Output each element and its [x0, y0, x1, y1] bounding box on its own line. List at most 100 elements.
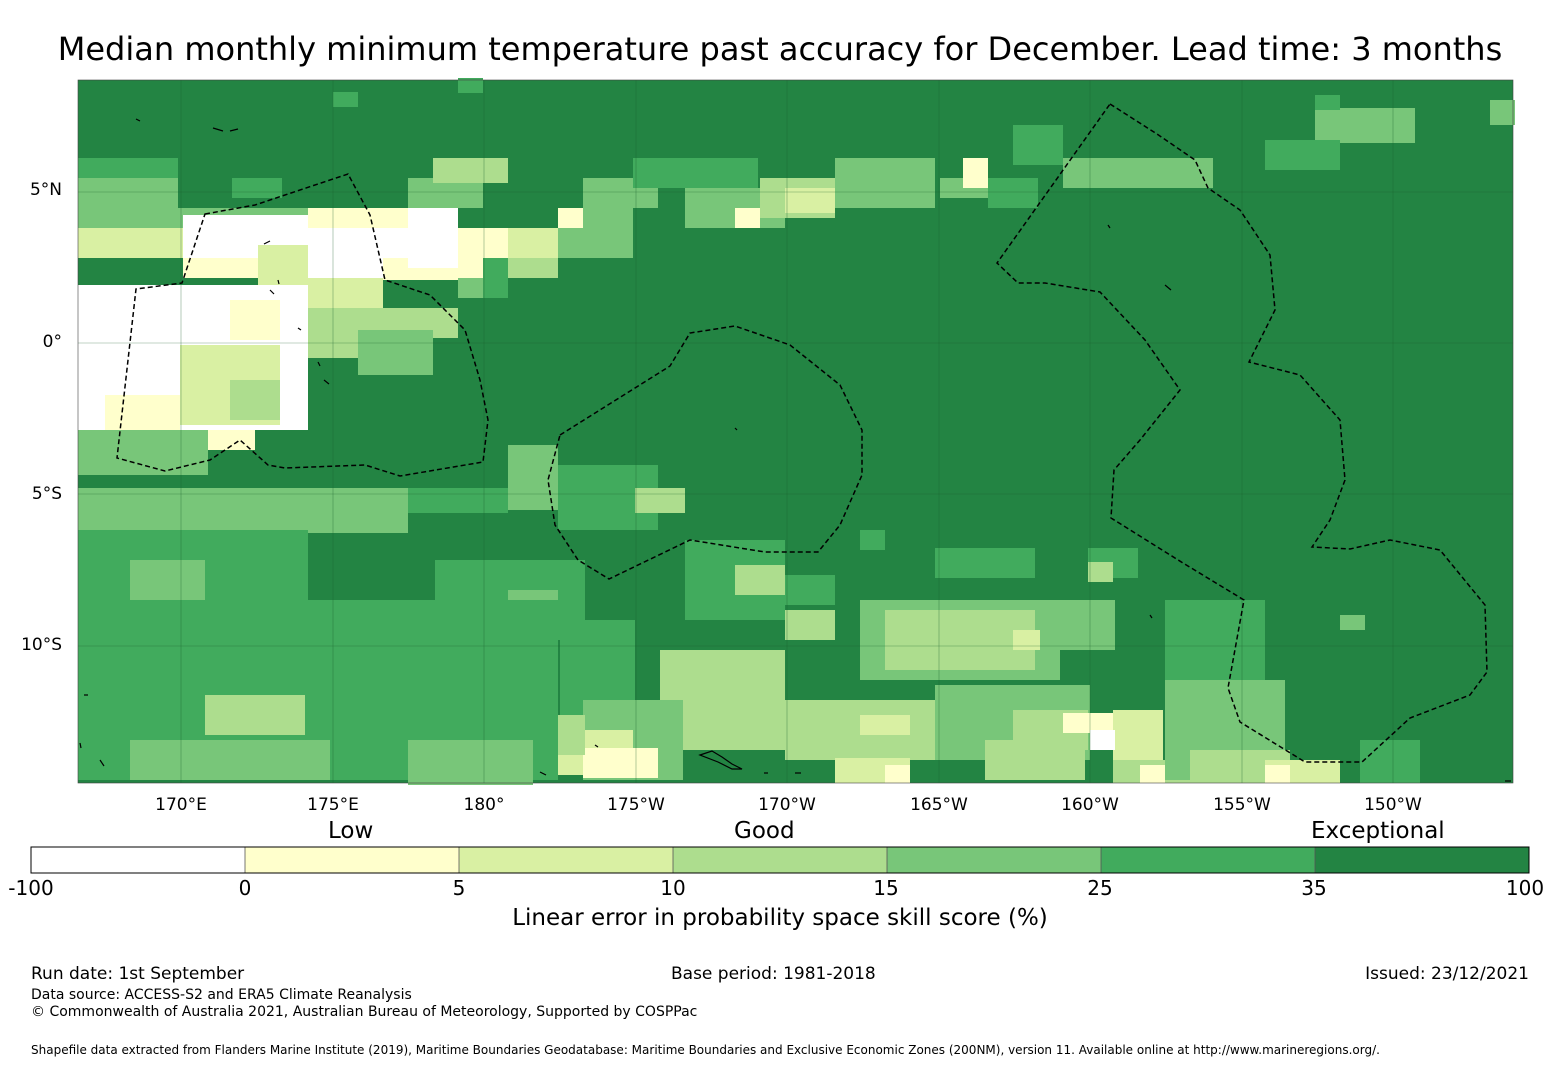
patch-5-10 — [860, 715, 910, 735]
colorbar-tick: 5 — [452, 876, 466, 900]
patch-25-35 — [458, 78, 483, 93]
skill-patches — [78, 78, 1515, 785]
data-source: Data source: ACCESS-S2 and ERA5 Climate … — [31, 987, 412, 1003]
patch-10-15 — [433, 158, 508, 183]
colorbar — [30, 846, 1530, 874]
patch-25-35 — [988, 178, 1038, 208]
lon-label-180: 180° — [463, 795, 505, 815]
colorbar-cell — [31, 847, 245, 873]
colorbar-tick: 25 — [1087, 876, 1113, 900]
patch-0-5 — [1063, 713, 1113, 733]
patch-0-5 — [1140, 765, 1165, 783]
patch-15-25 — [78, 178, 178, 208]
map-title: Median monthly minimum temperature past … — [57, 30, 1503, 68]
patch-25-35 — [633, 158, 758, 188]
patch-15-25 — [1340, 615, 1365, 630]
lon-label-160w: 160°W — [1061, 795, 1119, 815]
eez-boundaries — [116, 102, 1488, 763]
colorbar-tick: 100 — [1505, 876, 1545, 900]
patch-negative — [1090, 730, 1115, 750]
patch-10-15 — [985, 740, 1085, 780]
patch-25-35 — [1360, 740, 1420, 783]
category-good: Good — [734, 818, 795, 844]
islands — [79, 118, 1511, 782]
lat-label-0: 0° — [42, 332, 62, 352]
skill-map-panel — [77, 78, 1515, 785]
patch-25-35 — [1315, 95, 1340, 110]
lon-label-155w: 155°W — [1213, 795, 1271, 815]
patch-0-5 — [1265, 765, 1290, 783]
colorbar-cell — [459, 847, 673, 873]
patch-0-5 — [205, 430, 255, 450]
patch-5-10 — [258, 245, 308, 285]
patch-25-35 — [935, 548, 1035, 578]
patch-10-15 — [635, 488, 685, 513]
colorbar-tick: 15 — [873, 876, 899, 900]
colorbar-cell — [1101, 847, 1315, 873]
patch-negative — [408, 208, 458, 268]
patch-25-35 — [1265, 140, 1340, 170]
patch-0-5 — [558, 208, 583, 228]
patch-0-5 — [230, 300, 280, 340]
colorbar-tick: 0 — [238, 876, 252, 900]
lat-label-5s: 5°S — [31, 484, 62, 504]
lon-label-175e: 175°E — [307, 795, 359, 815]
patch-15-25 — [1490, 100, 1515, 125]
patch-10-15 — [885, 610, 1035, 670]
patch-10-15 — [230, 380, 280, 420]
patch-15-25 — [835, 158, 935, 208]
patch-5-10 — [308, 278, 383, 308]
patch-0-5 — [583, 748, 658, 778]
run-date: Run date: 1st September — [31, 964, 245, 984]
patch-15-25 — [408, 740, 533, 785]
lon-label-170w: 170°W — [758, 795, 816, 815]
patch-25-35 — [860, 530, 885, 550]
patch-15-25 — [1040, 600, 1115, 650]
lon-label-165w: 165°W — [910, 795, 968, 815]
patch-0-5 — [308, 208, 408, 230]
patch-15-25 — [1315, 108, 1415, 143]
patch-25-35 — [78, 158, 178, 178]
category-exceptional: Exceptional — [1311, 818, 1445, 844]
lat-label-10s: 10°S — [21, 635, 62, 655]
lon-label-170e: 170°E — [155, 795, 207, 815]
colorbar-tick: -100 — [8, 876, 54, 900]
gridlines — [78, 80, 1513, 783]
lon-label-175w: 175°W — [607, 795, 665, 815]
lon-label-150w: 150°W — [1364, 795, 1422, 815]
base-period: Base period: 1981-2018 — [671, 964, 876, 984]
colorbar-cell — [1315, 847, 1529, 873]
patch-10-15 — [735, 565, 785, 595]
colorbar-tick: 10 — [660, 876, 686, 900]
patch-15-25 — [358, 330, 433, 375]
patch-10-15 — [508, 258, 558, 278]
patch-10-15 — [1088, 562, 1113, 582]
category-low: Low — [328, 818, 374, 844]
colorbar-cell — [887, 847, 1101, 873]
patch-15-25 — [78, 430, 208, 475]
patch-0-5 — [963, 158, 988, 188]
patch-25-35 — [333, 92, 358, 107]
copyright: © Commonwealth of Australia 2021, Austra… — [31, 1004, 698, 1020]
colorbar-tick: 35 — [1301, 876, 1327, 900]
patch-15-25 — [508, 445, 558, 510]
patch-15-25 — [1063, 158, 1213, 188]
patch-25-35 — [232, 178, 282, 198]
eez-kiribati-gilberts — [116, 173, 489, 477]
patch-15-25 — [78, 488, 408, 533]
colorbar-cell — [245, 847, 459, 873]
patch-5-10 — [78, 228, 183, 258]
map-frame — [77, 79, 1514, 784]
colorbar-title: Linear error in probability space skill … — [512, 905, 1048, 931]
lat-label-5n: 5°N — [29, 180, 62, 200]
colorbar-cells — [31, 847, 1529, 873]
patch-25-35 — [1013, 125, 1063, 165]
colorbar-cell — [673, 847, 887, 873]
patch-0-5 — [735, 208, 760, 228]
patch-25-35 — [483, 258, 508, 298]
patch-10-15 — [785, 610, 835, 640]
patch-0-5 — [105, 395, 180, 435]
patch-0-5 — [885, 765, 910, 783]
patch-15-25 — [130, 740, 330, 780]
